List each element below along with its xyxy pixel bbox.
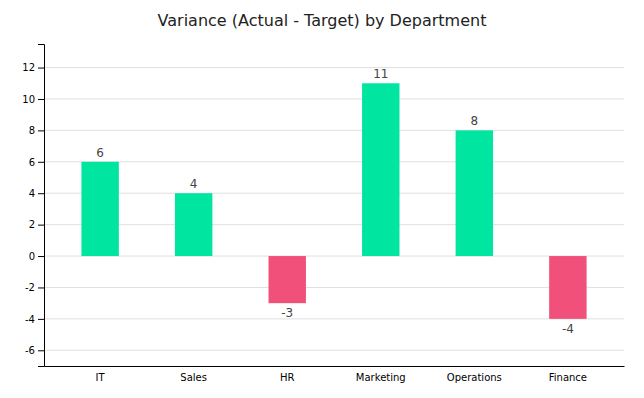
x-tick-label: HR: [280, 372, 295, 383]
y-tick: 0: [29, 251, 44, 262]
x-tick: Marketing: [356, 372, 406, 383]
grid-line: [44, 318, 624, 319]
y-tick: 4: [29, 188, 44, 199]
y-tick-label: 6: [29, 157, 35, 168]
y-tick: 8: [29, 125, 44, 136]
grid-line: [44, 224, 624, 225]
bar: [456, 130, 493, 256]
x-tick: Finance: [549, 372, 587, 383]
plot: -6 -4 -2 0 2 4 6 8 10 12 IT Sales HR Marketing Operati…: [22, 45, 624, 384]
y-tick: 12: [22, 62, 44, 73]
x-tick: IT: [96, 372, 106, 383]
y-tick-mark: [38, 287, 44, 288]
y-tick-mark: [38, 350, 44, 351]
grid-line: [44, 130, 624, 131]
y-tick: 6: [29, 157, 44, 168]
y-tick-mark: [38, 256, 44, 257]
y-tick-mark: [38, 225, 44, 226]
x-tick-label: Marketing: [356, 372, 406, 383]
y-tick-label: 10: [22, 94, 35, 105]
bar: [81, 162, 118, 256]
y-tick: -6: [25, 345, 44, 356]
bars: [81, 83, 586, 319]
grid-line: [44, 287, 624, 288]
x-tick-label: IT: [96, 372, 106, 383]
grid-line: [44, 161, 624, 162]
x-tick: Operations: [447, 372, 502, 383]
y-tick: 10: [22, 94, 44, 105]
y-tick: -4: [25, 314, 44, 325]
grid-line: [44, 350, 624, 351]
y-tick-mark: [38, 68, 44, 69]
data-label: 4: [190, 177, 198, 191]
grid: [44, 68, 624, 351]
grid-line: [44, 67, 624, 68]
data-label: -3: [281, 306, 293, 320]
y-tick-label: -2: [25, 282, 35, 293]
y-tick-label: 2: [29, 219, 35, 230]
bar: [362, 83, 399, 256]
x-tick-label: Operations: [447, 372, 502, 383]
grid-line: [44, 98, 624, 99]
title: Variance (Actual - Target) by Department: [158, 11, 487, 30]
x-axis-line: [45, 366, 625, 367]
y-axis: -6 -4 -2 0 2 4 6 8 10 12: [22, 45, 44, 367]
y-tick-mark: [38, 130, 44, 131]
grid-line: [44, 256, 624, 257]
data-label: -4: [562, 322, 574, 336]
y-tick: 2: [29, 219, 44, 230]
y-tick-mark: [38, 99, 44, 100]
x-tick-label: Finance: [549, 372, 587, 383]
x-axis: IT Sales HR Marketing Operations Finance: [45, 367, 625, 384]
data-label: 8: [471, 114, 479, 128]
y-tick: -2: [25, 282, 44, 293]
chart: Variance (Actual - Target) by Department…: [0, 0, 644, 398]
y-tick-mark: [38, 162, 44, 163]
y-tick-label: 4: [29, 188, 35, 199]
bar: [175, 193, 212, 256]
y-tick-mark: [38, 193, 44, 194]
data-labels: 6 4 -3 11 8 -4: [96, 67, 574, 335]
y-tick-label: 12: [22, 62, 35, 73]
data-label: 11: [373, 67, 388, 81]
bar: [269, 256, 306, 303]
bar: [549, 256, 586, 319]
data-label: 6: [96, 146, 104, 160]
x-tick-label: Sales: [180, 372, 207, 383]
y-tick-label: 8: [29, 125, 35, 136]
x-tick: HR: [280, 372, 295, 383]
grid-line: [44, 193, 624, 194]
y-tick-label: -4: [25, 314, 35, 325]
x-tick: Sales: [180, 372, 207, 383]
y-tick-label: 0: [29, 251, 35, 262]
y-tick-mark: [38, 319, 44, 320]
y-axis-line: [38, 45, 45, 367]
y-tick-label: -6: [25, 345, 35, 356]
